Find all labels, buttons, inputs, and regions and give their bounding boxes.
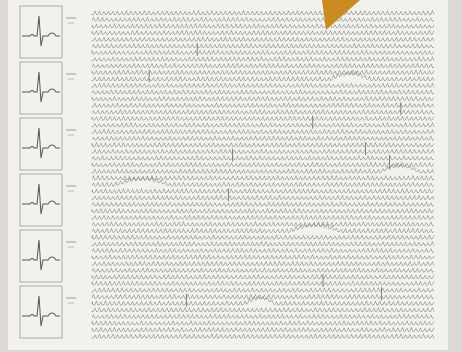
rhythm-strip [91,122,435,128]
rhythm-strip [91,82,435,88]
rhythm-strip [91,36,435,42]
lead-box [19,173,63,227]
rhythm-strip [91,95,435,101]
rhythm-strip [91,49,435,55]
rhythm-strip [91,89,435,95]
rhythm-strip [91,214,435,220]
rhythm-strip [91,155,435,161]
lead-box [19,117,63,171]
rhythm-strip [91,207,435,214]
rhythm-strip [91,293,435,299]
rhythm-strip [91,194,435,201]
lead-complex [22,71,60,103]
rhythm-strip [91,16,435,22]
lead-complex [22,127,60,159]
lead-complex [22,183,60,215]
rhythm-strip [91,70,435,82]
rhythm-strip [91,267,435,273]
rhythm-strip [91,128,435,135]
lead-box [19,229,63,283]
rhythm-strip [91,108,435,115]
rhythm-strip [91,141,435,148]
lead-panel [19,5,76,339]
rhythm-strip [91,161,435,167]
rhythm-strip [91,295,435,306]
rhythm-strips [91,9,435,339]
rhythm-strip [91,313,435,319]
rhythm-strip [91,9,435,16]
rhythm-strip [91,102,435,108]
rhythm-strip [91,148,435,154]
lead-complex [22,295,60,327]
lead-box [19,61,63,115]
rhythm-strip [91,188,435,194]
rhythm-strip [91,201,435,207]
lead-box [19,285,63,339]
rhythm-strip [91,175,435,187]
rhythm-strip [91,221,435,233]
rhythm-strip [91,326,435,332]
rhythm-strip [91,42,435,49]
rhythm-strip [91,115,435,121]
rhythm-strip [91,247,435,253]
lead-box [19,5,63,59]
rhythm-strip [91,62,435,68]
rhythm-strip [91,221,435,227]
rhythm-strip [91,306,435,313]
rhythm-strip [91,333,435,339]
rhythm-strip [91,135,435,141]
rhythm-strip [91,234,435,240]
rhythm-strip [91,254,435,260]
rhythm-strip [91,174,435,181]
rhythm-strip [91,280,435,286]
lead-complex [22,239,60,271]
rhythm-strip [91,260,435,267]
rhythm-strip [91,273,435,280]
rhythm-strip [91,287,435,293]
lead-complex [22,15,60,47]
rhythm-strip [91,69,435,75]
rhythm-strip [91,162,435,174]
arrow-pointer [322,0,360,30]
rhythm-strip [91,23,435,29]
rhythm-strip [91,29,435,35]
rhythm-strip [91,240,435,247]
rhythm-strip [91,56,435,62]
rhythm-strip [91,320,435,326]
